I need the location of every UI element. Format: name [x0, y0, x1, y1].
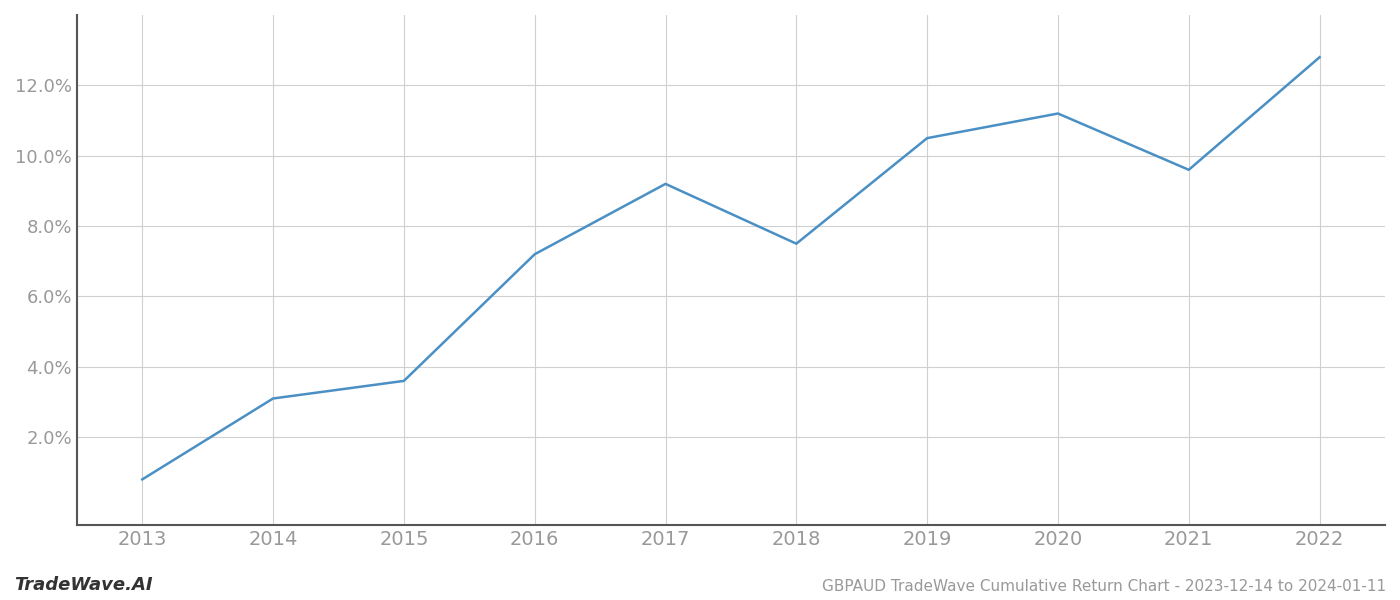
Text: GBPAUD TradeWave Cumulative Return Chart - 2023-12-14 to 2024-01-11: GBPAUD TradeWave Cumulative Return Chart… — [822, 579, 1386, 594]
Text: TradeWave.AI: TradeWave.AI — [14, 576, 153, 594]
